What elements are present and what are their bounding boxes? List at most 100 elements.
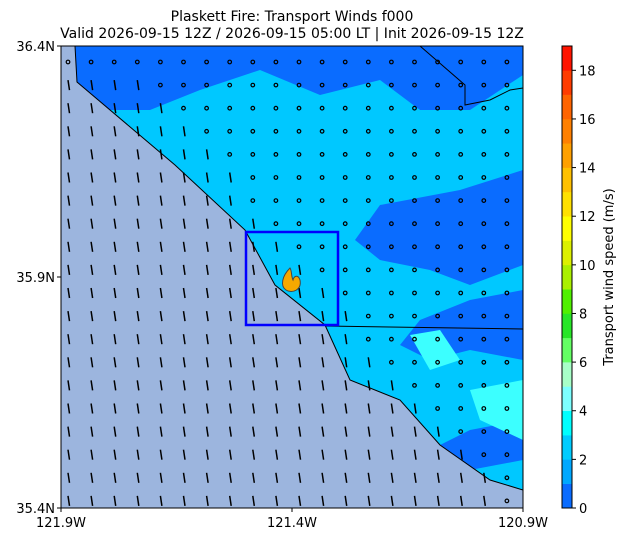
wind-barb <box>113 472 117 483</box>
wind-barb <box>228 287 232 299</box>
station <box>481 406 487 411</box>
wind-barb <box>136 149 140 160</box>
wind-barb <box>275 334 279 345</box>
wind-barb <box>275 287 279 299</box>
station <box>458 383 464 388</box>
wind-barb <box>344 426 348 437</box>
station <box>458 406 464 411</box>
wind-barb <box>367 495 371 507</box>
wind-barb <box>113 403 117 414</box>
wind-barb <box>228 310 232 322</box>
wind-barb <box>298 357 302 368</box>
station <box>389 244 394 250</box>
wind-barb <box>205 149 209 160</box>
wind-barb <box>136 449 140 460</box>
wind-barb <box>205 287 209 299</box>
station <box>504 498 510 504</box>
wind-barb <box>90 126 94 137</box>
wind-barb <box>275 426 279 437</box>
wind-barb <box>159 172 163 183</box>
wind-barb <box>483 472 487 483</box>
station <box>481 452 487 458</box>
station <box>435 336 441 342</box>
colorbar-band <box>562 143 572 168</box>
wind-barb <box>136 241 140 252</box>
wind-barb <box>136 103 140 114</box>
colorbar-band <box>562 216 572 241</box>
fire-icon <box>282 267 301 293</box>
station <box>458 244 464 250</box>
station <box>227 105 233 111</box>
station <box>389 290 394 296</box>
station <box>435 290 441 296</box>
wind-barb <box>344 357 348 368</box>
wind-barb <box>252 495 256 507</box>
colorbar-band <box>562 459 572 484</box>
station <box>458 313 464 319</box>
station <box>435 221 441 227</box>
wind-barb <box>67 218 71 229</box>
station <box>435 175 441 180</box>
station <box>296 128 302 134</box>
wind-barb <box>182 380 186 391</box>
station <box>204 59 210 65</box>
station <box>227 128 233 134</box>
wind-barb <box>67 103 71 114</box>
station <box>134 59 140 65</box>
wind-barb <box>275 310 279 322</box>
wind-barb <box>182 172 186 183</box>
wind-barb <box>67 287 71 299</box>
wind-barb <box>90 241 94 252</box>
wind-barb <box>344 310 348 322</box>
wind-field <box>410 330 460 370</box>
wind-barb <box>159 241 163 252</box>
wind-barb <box>298 495 302 507</box>
station <box>319 105 325 111</box>
station <box>504 128 510 134</box>
wind-barb <box>182 357 186 368</box>
station <box>342 59 348 65</box>
colorbar-band <box>562 264 572 290</box>
station <box>504 105 510 111</box>
station <box>319 244 325 250</box>
station <box>389 128 394 134</box>
station <box>504 452 510 458</box>
station <box>481 359 487 365</box>
wind-barb <box>113 172 117 183</box>
station <box>458 221 464 227</box>
wind-barb <box>136 287 140 299</box>
wind-barb <box>67 334 71 345</box>
station <box>250 175 256 180</box>
wind-barb <box>228 172 232 183</box>
colorbar: 0 2 4 6 8 10 12 14 16 18 <box>561 45 596 517</box>
colorbar-tick-label: 18 <box>579 64 596 79</box>
station <box>504 475 510 481</box>
wind-barb <box>252 357 256 368</box>
station <box>342 290 348 296</box>
wind-barb <box>67 495 71 507</box>
station <box>458 105 464 111</box>
wind-barb <box>67 380 71 391</box>
station <box>296 175 302 180</box>
station <box>365 175 371 180</box>
wind-barb <box>182 149 186 160</box>
station <box>250 151 256 157</box>
station <box>365 151 371 157</box>
wind-barb <box>436 449 440 460</box>
wind-barb <box>390 426 394 437</box>
wind-barb <box>182 426 186 437</box>
wind-barb <box>298 403 302 414</box>
station <box>250 128 256 134</box>
wind-barb <box>136 495 140 507</box>
colorbar-band <box>562 94 572 120</box>
colorbar-tick-label: 0 <box>579 502 587 517</box>
station <box>504 221 510 227</box>
wind-barb <box>483 495 487 507</box>
station <box>181 82 186 88</box>
station <box>458 128 464 134</box>
station <box>481 105 487 111</box>
wind-barb <box>159 264 163 276</box>
wind-barb <box>321 357 325 368</box>
station <box>481 59 487 65</box>
wind-barb <box>298 472 302 483</box>
